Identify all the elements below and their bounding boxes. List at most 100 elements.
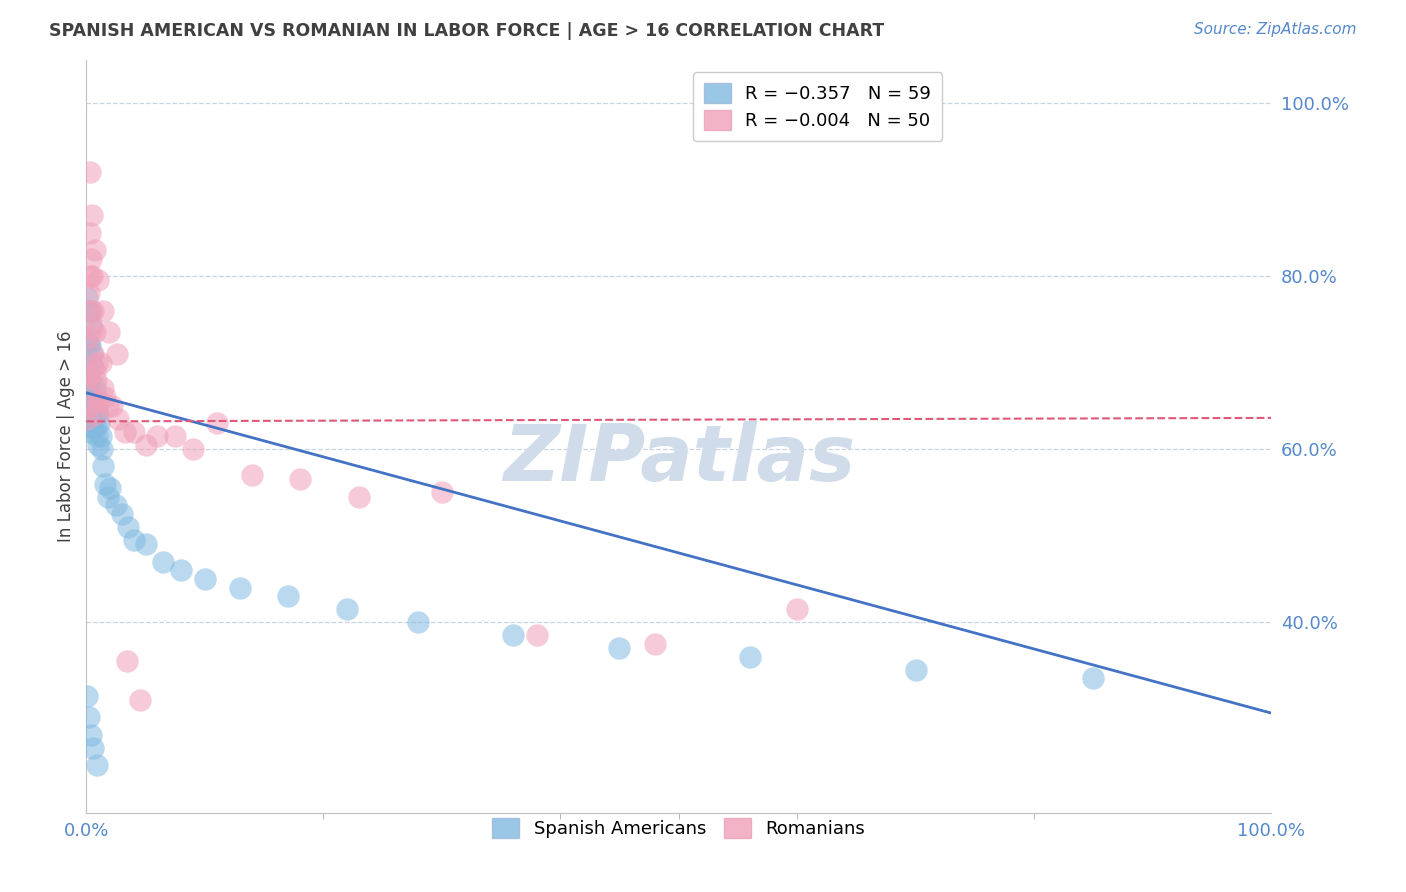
Point [786,602,808,616]
Point [94,476,117,491]
Point [146,429,169,443]
Point [77,411,100,425]
Point [82,420,104,434]
Point [79,425,101,439]
Point [77,368,100,383]
Point [288,472,311,486]
Point [87,438,110,452]
Point [86,394,108,409]
Point [86,355,108,369]
Point [82,268,104,283]
Y-axis label: In Labor Force | Age > 16: In Labor Force | Age > 16 [58,330,75,541]
Point [97,325,120,339]
Point [79,226,101,240]
Point [738,649,761,664]
Point [135,438,157,452]
Point [406,615,429,629]
Point [107,411,129,425]
Point [97,490,120,504]
Point [82,303,104,318]
Point [84,390,107,404]
Point [122,425,145,439]
Point [80,390,103,404]
Point [87,408,110,422]
Point [336,602,359,616]
Point [76,334,98,348]
Point [83,243,105,257]
Point [84,373,107,387]
Point [111,507,134,521]
Point [86,403,108,417]
Point [76,291,98,305]
Point [229,581,252,595]
Point [77,329,100,343]
Point [181,442,204,456]
Point [82,347,104,361]
Point [84,408,107,422]
Point [91,303,114,318]
Point [77,338,100,352]
Point [82,411,104,425]
Point [240,468,263,483]
Point [104,499,127,513]
Point [80,303,103,318]
Text: Source: ZipAtlas.com: Source: ZipAtlas.com [1194,22,1357,37]
Point [90,442,112,456]
Point [114,425,136,439]
Point [76,382,98,396]
Point [80,420,103,434]
Point [1083,672,1105,686]
Point [115,654,138,668]
Point [430,485,453,500]
Point [77,286,100,301]
Point [80,728,103,742]
Point [79,303,101,318]
Point [79,394,101,409]
Point [77,710,100,724]
Text: SPANISH AMERICAN VS ROMANIAN IN LABOR FORCE | AGE > 16 CORRELATION CHART: SPANISH AMERICAN VS ROMANIAN IN LABOR FO… [49,22,884,40]
Point [83,325,105,339]
Point [165,429,187,443]
Point [101,399,124,413]
Point [80,252,103,266]
Text: ZIPatlas: ZIPatlas [502,421,855,497]
Point [79,373,101,387]
Point [89,429,111,443]
Point [87,394,110,409]
Point [79,165,101,179]
Point [98,481,121,495]
Point [205,416,228,430]
Point [135,537,157,551]
Point [83,408,105,422]
Point [77,373,100,387]
Point [84,420,107,434]
Point [117,520,139,534]
Point [79,338,101,352]
Point [82,347,104,361]
Point [105,347,128,361]
Point [76,373,98,387]
Point [904,663,927,677]
Point [82,740,104,755]
Point [80,355,103,369]
Point [89,416,111,430]
Point [128,693,150,707]
Point [502,628,524,642]
Point [347,490,370,504]
Point [122,533,145,547]
Point [87,273,110,287]
Point [82,359,104,374]
Point [82,390,104,404]
Point [644,637,666,651]
Point [526,628,548,642]
Point [82,208,104,222]
Point [83,382,105,396]
Point [82,377,104,392]
Point [79,268,101,283]
Point [76,411,98,425]
Point [91,382,114,396]
Point [91,459,114,474]
Point [83,364,105,378]
Point [97,399,120,413]
Point [76,689,98,703]
